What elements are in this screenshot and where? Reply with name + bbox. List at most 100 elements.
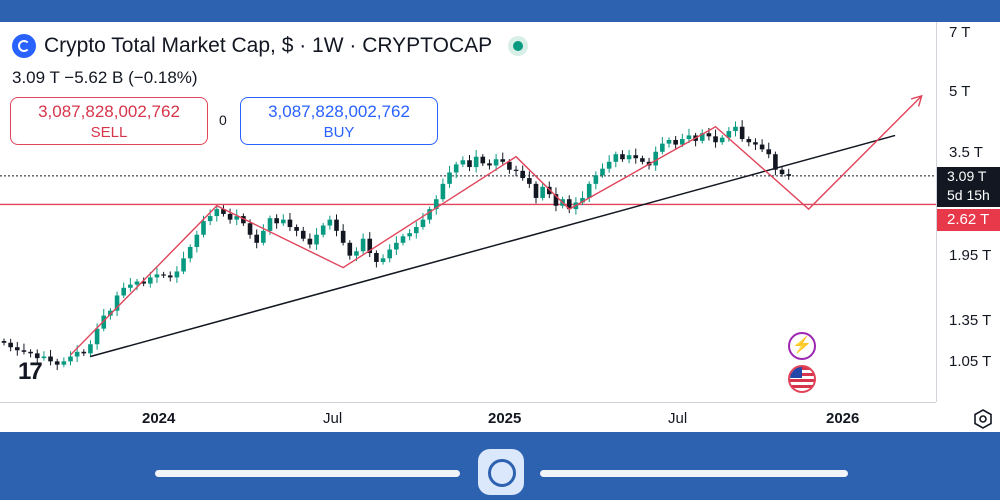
candle[interactable] [267, 218, 273, 231]
candle[interactable] [547, 186, 552, 195]
candle[interactable] [108, 310, 113, 316]
candle[interactable] [453, 164, 459, 173]
candle[interactable] [726, 131, 732, 138]
candle[interactable] [181, 258, 186, 272]
candle[interactable] [773, 154, 778, 170]
candle[interactable] [261, 230, 266, 243]
candle[interactable] [300, 230, 306, 239]
buy-button[interactable]: 3,087,828,002,762 BUY [240, 97, 438, 145]
candle[interactable] [167, 275, 173, 278]
candle[interactable] [334, 219, 339, 231]
candle[interactable] [640, 158, 645, 162]
candle[interactable] [680, 139, 685, 145]
candle[interactable] [254, 234, 259, 243]
candle[interactable] [207, 216, 213, 222]
candle[interactable] [101, 315, 107, 329]
candle[interactable] [533, 183, 539, 198]
candle[interactable] [427, 209, 432, 220]
candle[interactable] [400, 236, 406, 243]
chart-canvas[interactable] [0, 22, 936, 402]
candle[interactable] [234, 216, 240, 220]
candle[interactable] [54, 361, 60, 365]
candle[interactable] [154, 274, 160, 278]
candle[interactable] [653, 151, 658, 166]
candle[interactable] [507, 161, 512, 170]
candle[interactable] [74, 351, 80, 357]
settings-icon[interactable] [972, 408, 994, 430]
time-axis[interactable]: 2024 Jul 2025 Jul 2026 [0, 402, 936, 432]
candle[interactable] [94, 328, 100, 345]
candle[interactable] [414, 227, 419, 234]
candle[interactable] [194, 234, 200, 247]
candle[interactable] [187, 246, 193, 259]
candle[interactable] [148, 277, 153, 284]
candle[interactable] [673, 139, 678, 145]
candle[interactable] [407, 233, 412, 237]
us-flag-icon[interactable] [788, 365, 816, 393]
candle[interactable] [699, 133, 705, 141]
candle[interactable] [161, 274, 166, 276]
candle[interactable] [354, 251, 359, 256]
candle[interactable] [294, 227, 299, 231]
candle[interactable] [420, 219, 426, 228]
candles-group[interactable] [1, 120, 791, 371]
candle[interactable] [566, 199, 572, 210]
candle[interactable] [606, 161, 612, 169]
candle[interactable] [753, 142, 758, 145]
candle[interactable] [447, 172, 452, 184]
candle[interactable] [28, 351, 33, 354]
candle[interactable] [433, 199, 439, 210]
candle[interactable] [786, 174, 791, 176]
candle[interactable] [41, 356, 47, 359]
candle[interactable] [620, 154, 625, 160]
candle[interactable] [320, 225, 326, 235]
candle[interactable] [487, 163, 492, 166]
candle[interactable] [660, 143, 665, 152]
home-button[interactable] [478, 449, 524, 495]
candle[interactable] [15, 347, 20, 351]
candle[interactable] [527, 178, 532, 184]
symbol-header[interactable]: Crypto Total Market Cap, $ · 1W · CRYPTO… [12, 34, 529, 58]
candle[interactable] [8, 342, 13, 348]
candle[interactable] [719, 137, 725, 143]
candle[interactable] [48, 356, 53, 362]
candle[interactable] [327, 219, 333, 226]
candle[interactable] [706, 133, 712, 137]
candle[interactable] [114, 295, 120, 311]
candle[interactable] [141, 281, 146, 284]
candle[interactable] [580, 197, 585, 203]
candle[interactable] [274, 218, 279, 224]
bolt-icon[interactable]: ⚡ [788, 332, 816, 360]
candle[interactable] [21, 350, 27, 352]
candle[interactable] [134, 281, 140, 285]
candle[interactable] [374, 252, 379, 262]
candle[interactable] [227, 213, 233, 220]
candle[interactable] [686, 135, 692, 140]
candle[interactable] [613, 154, 619, 162]
candle[interactable] [766, 149, 772, 155]
candle[interactable] [34, 353, 40, 359]
candle[interactable] [88, 344, 93, 354]
candle[interactable] [247, 223, 253, 235]
candle[interactable] [307, 238, 313, 245]
candle[interactable] [1, 341, 7, 343]
candle[interactable] [626, 155, 632, 160]
candle[interactable] [201, 221, 206, 235]
candle[interactable] [746, 139, 752, 143]
candle[interactable] [759, 144, 765, 150]
candle[interactable] [174, 271, 180, 278]
candle[interactable] [553, 194, 559, 206]
candle[interactable] [586, 183, 592, 198]
candle[interactable] [520, 170, 525, 179]
candle[interactable] [347, 242, 353, 256]
candle[interactable] [513, 169, 519, 171]
candle[interactable] [467, 160, 472, 168]
candle[interactable] [61, 361, 67, 365]
candle[interactable] [666, 139, 672, 144]
candle[interactable] [713, 136, 718, 143]
candle[interactable] [360, 238, 366, 252]
candle[interactable] [314, 234, 319, 245]
candle[interactable] [128, 284, 133, 288]
candle[interactable] [221, 209, 226, 214]
candle[interactable] [500, 159, 506, 162]
